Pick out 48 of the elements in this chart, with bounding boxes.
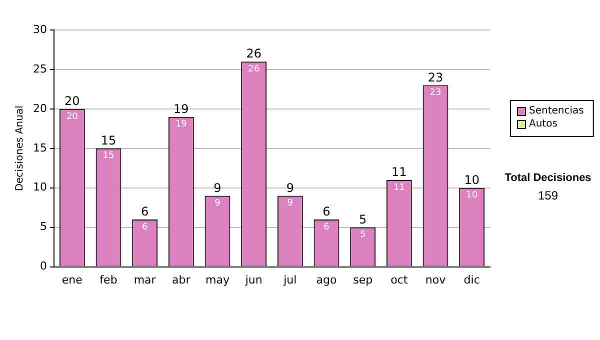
data-label: 19 <box>175 120 188 130</box>
legend-label: Autos <box>529 118 558 130</box>
data-label: 11 <box>393 182 405 193</box>
data-label: 9 <box>287 198 294 209</box>
x-tick-label: dic <box>464 273 480 286</box>
total-label: 15 <box>100 134 116 148</box>
total-label: 19 <box>174 102 189 116</box>
data-label: 6 <box>324 222 330 232</box>
text: 159 <box>538 188 558 202</box>
total-label: 9 <box>286 180 294 195</box>
y-tick-label: 5 <box>40 220 47 234</box>
total-label: 10 <box>464 172 480 187</box>
total-label: 20 <box>64 94 80 108</box>
total-label: 11 <box>392 165 407 180</box>
data-label: 6 <box>142 222 148 232</box>
y-tick-label: 25 <box>32 62 47 76</box>
total-label: 26 <box>246 46 262 61</box>
x-tick-label: abr <box>172 273 191 286</box>
data-label: 15 <box>102 151 114 162</box>
y-tick-label: 15 <box>32 141 47 154</box>
x-tick-label: ene <box>62 273 83 286</box>
x-tick-label: feb <box>100 273 118 286</box>
y-tick-label: 10 <box>32 180 47 194</box>
total-label: 9 <box>214 180 222 195</box>
y-tick-label: 0 <box>40 260 47 273</box>
x-tick-label: oct <box>390 273 408 286</box>
x-tick-label: ago <box>316 273 337 286</box>
data-label: 20 <box>66 112 78 122</box>
x-tick-label: jul <box>282 273 297 286</box>
x-tick-label: jun <box>244 273 262 286</box>
y-tick-label: 20 <box>32 102 47 115</box>
data-label: 5 <box>360 230 366 240</box>
total-label: 6 <box>141 204 149 219</box>
data-label: 23 <box>430 88 442 98</box>
y-tick-label: 30 <box>32 22 47 36</box>
total-label: 23 <box>428 70 444 84</box>
x-tick-label: mar <box>134 273 156 286</box>
total-label: 5 <box>359 212 367 226</box>
total-label: 6 <box>322 204 330 219</box>
legend-label: Sentencias <box>529 106 584 117</box>
x-tick-label: sep <box>353 273 373 286</box>
data-label: 26 <box>248 64 260 74</box>
x-tick-label: may <box>206 273 230 286</box>
data-label: 10 <box>466 190 478 201</box>
data-label: 9 <box>214 198 221 209</box>
x-tick-label: nov <box>425 273 446 286</box>
y-axis-title: Decisiones Anual <box>14 106 26 192</box>
text: Total Decisiones <box>504 172 592 184</box>
